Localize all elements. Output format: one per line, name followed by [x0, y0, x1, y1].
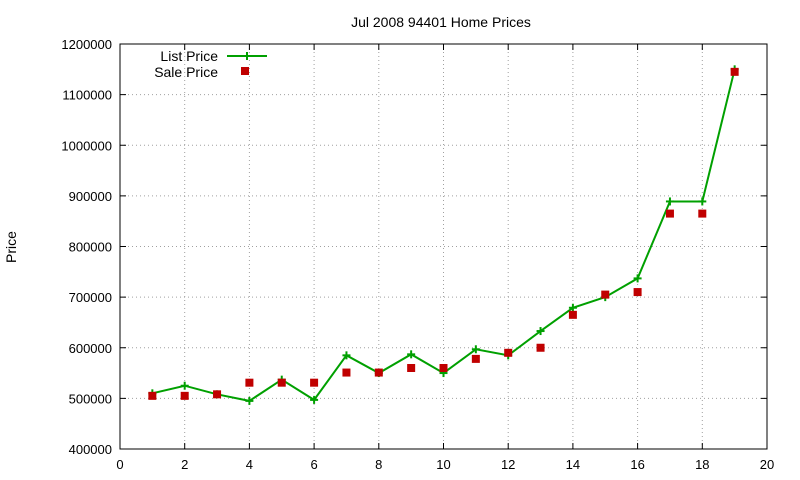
- x-tick-label: 14: [566, 457, 580, 472]
- x-tick-label: 4: [246, 457, 253, 472]
- legend-label-sale-price: Sale Price: [154, 64, 218, 80]
- y-tick-label: 700000: [69, 290, 112, 305]
- sale-price-point: [277, 378, 286, 387]
- sale-price-point: [601, 290, 610, 299]
- list-price-point: [698, 197, 707, 206]
- legend-label-list-price: List Price: [160, 48, 218, 64]
- chart-title: Jul 2008 94401 Home Prices: [351, 14, 531, 30]
- y-tick-label: 800000: [69, 240, 112, 255]
- sale-price-point: [536, 343, 545, 352]
- list-price-point: [665, 197, 674, 206]
- x-tick-label: 8: [375, 457, 382, 472]
- list-price-point: [471, 345, 480, 354]
- x-axis-ticks: 0 2 4 6 8 10 12 14 16 18 20: [116, 44, 774, 472]
- sale-price-point: [180, 391, 189, 400]
- sale-price-point: [148, 391, 157, 400]
- y-tick-label: 1100000: [62, 88, 112, 103]
- sale-price-point: [245, 378, 254, 387]
- list-price-point: [180, 381, 189, 390]
- list-price-point: [633, 274, 642, 283]
- legend-plus-marker: [243, 52, 251, 60]
- sale-price-point: [568, 310, 577, 319]
- list-price-point: [407, 350, 416, 359]
- x-tick-label: 12: [501, 457, 515, 472]
- chart-series: [148, 65, 739, 405]
- legend-marker-sale-price: [241, 67, 249, 75]
- y-tick-label: 1200000: [61, 37, 112, 52]
- y-tick-label: 900000: [69, 189, 112, 204]
- y-axis-label: Price: [3, 231, 19, 263]
- list-price-point: [245, 396, 254, 405]
- x-tick-label: 2: [181, 457, 188, 472]
- y-tick-label: 400000: [69, 442, 112, 457]
- sale-price-point: [471, 354, 480, 363]
- series-sale-price: [148, 67, 739, 400]
- y-tick-label: 500000: [69, 391, 112, 406]
- list-price-point: [342, 351, 351, 360]
- x-tick-label: 6: [310, 457, 317, 472]
- sale-price-point: [374, 368, 383, 377]
- list-price-point: [310, 395, 319, 404]
- legend-marker-list-price: [243, 52, 251, 60]
- list-price-point: [536, 327, 545, 336]
- legend: List Price Sale Price: [154, 48, 267, 80]
- y-axis-ticks: 400000 500000 600000 700000 800000 900000 1000…: [61, 37, 767, 457]
- list-price-point: [568, 303, 577, 312]
- sale-price-point: [439, 364, 448, 372]
- x-tick-label: 10: [436, 457, 450, 472]
- sale-price-point: [342, 368, 351, 377]
- x-tick-label: 18: [695, 457, 709, 472]
- sale-price-point: [730, 67, 739, 76]
- y-tick-label: 1000000: [61, 138, 112, 153]
- sale-price-point: [698, 209, 707, 218]
- sale-price-point: [213, 390, 222, 399]
- y-tick-label: 600000: [69, 341, 112, 356]
- x-tick-label: 16: [630, 457, 644, 472]
- sale-price-point: [504, 348, 513, 357]
- sale-price-point: [310, 378, 319, 387]
- x-tick-label: 0: [116, 457, 123, 472]
- sale-price-point: [407, 364, 416, 372]
- sale-price-point: [633, 288, 642, 297]
- sale-price-point: [665, 209, 674, 218]
- x-tick-label: 20: [760, 457, 774, 472]
